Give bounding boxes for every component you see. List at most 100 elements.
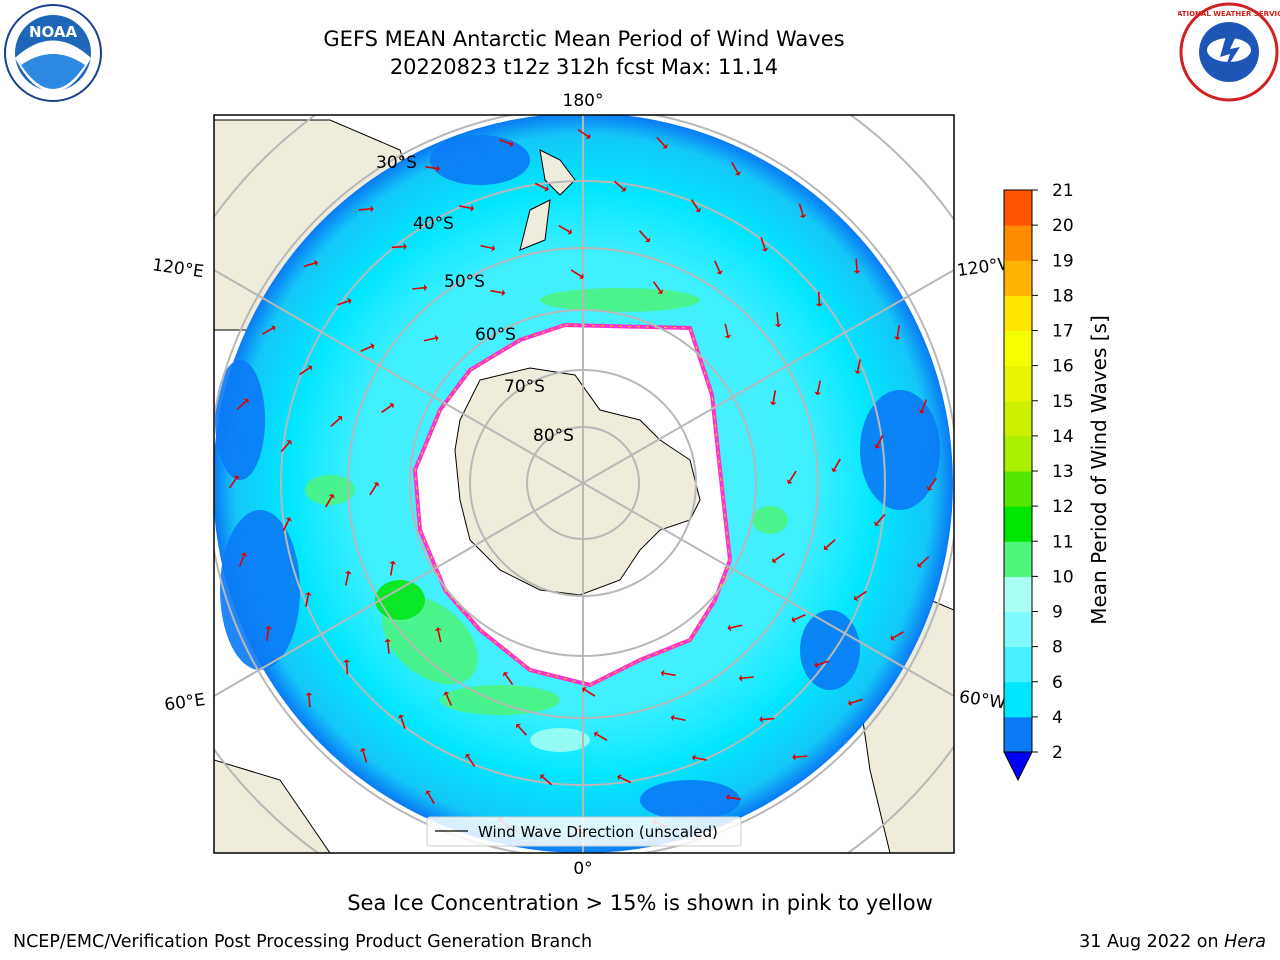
wind-wave-arrow [362, 750, 368, 763]
wind-wave-arrow [876, 513, 886, 524]
wind-wave-arrowhead [286, 440, 292, 445]
colorbar-tick-label: 2 [1052, 743, 1063, 763]
wind-wave-arrow [825, 539, 836, 549]
wind-wave-arrowhead [814, 391, 822, 396]
wind-wave-arrowhead [423, 284, 428, 292]
wind-wave-arrow [504, 674, 514, 685]
wind-wave-arrowhead [738, 674, 743, 682]
wind-wave-arrowhead [621, 186, 626, 192]
svg-text:NATIONAL WEATHER SERVICE: NATIONAL WEATHER SERVICE [1178, 10, 1280, 18]
colorbar-segment [1004, 716, 1032, 753]
wind-wave-arrowhead [831, 467, 838, 472]
africa-landmass [214, 759, 331, 853]
wind-wave-arrow [305, 594, 310, 607]
wind-wave-arrowhead [464, 753, 471, 759]
wind-wave-arrowhead [799, 214, 807, 218]
lat-label-70s: 70°S [504, 377, 545, 397]
wind-wave-arrow [381, 404, 392, 414]
lat-label-40s: 40°S [413, 214, 454, 234]
wind-wave-arrow [928, 477, 938, 489]
wind-wave-arrow [330, 417, 341, 427]
colorbar-segment [1004, 330, 1032, 367]
wind-wave-arrowhead [509, 140, 514, 148]
wind-wave-arrowhead [854, 370, 862, 375]
credit-date: 31 Aug 2022 on [1079, 932, 1225, 952]
colorbar-tick-label: 15 [1052, 392, 1074, 412]
wind-wave-arrow [577, 128, 589, 138]
wind-wave-arrowhead [370, 205, 374, 213]
wind-wave-arrowhead [769, 401, 777, 406]
wind-wave-arrow [358, 208, 371, 211]
wind-wave-arrow [228, 477, 238, 489]
colorbar-segment [1004, 506, 1032, 542]
wind-wave-arrow [776, 312, 780, 325]
wind-wave-arrow [534, 182, 547, 190]
wind-wave-arrow [794, 614, 806, 621]
wind-wave-arrow [236, 400, 247, 410]
wind-wave-arrowhead [265, 625, 273, 630]
wind-wave-arrowhead [853, 595, 859, 602]
wind-wave-arrow [265, 628, 270, 641]
lon-label-60w: 60°W [958, 687, 1007, 713]
colorbar-tick-label: 9 [1052, 603, 1063, 623]
low-period-zones [215, 135, 940, 820]
wind-wave-arrow [412, 286, 425, 290]
wind-wave-arrow [673, 716, 686, 722]
wind-wave-arrowhead [425, 790, 432, 795]
colorbar-segment [1004, 260, 1032, 296]
colorbar-label: Mean Period of Wind Waves [s] [1087, 315, 1111, 625]
svg-text:NOAA: NOAA [29, 23, 78, 41]
wind-wave-arrowhead [343, 659, 351, 663]
colorbar-segment [1004, 541, 1032, 577]
lon-label-180: 180° [563, 91, 604, 111]
wind-wave-arrow [238, 555, 245, 567]
colorbar-segment [1004, 365, 1032, 402]
wind-wave-arrowhead [389, 402, 394, 409]
wind-wave-arrowhead [874, 444, 881, 449]
wind-wave-arrow [613, 180, 624, 190]
wind-wave-arrowhead [725, 793, 730, 801]
colorbar-extend-arrow [1003, 751, 1033, 782]
colorbar-tick-label: 20 [1052, 216, 1074, 236]
wind-wave-arrow [303, 262, 316, 268]
wind-wave-arrow [369, 484, 378, 496]
colorbar: 2 4 6 8 9 10 11 12 13 14 15 16 17 18 19 20 21 [1003, 181, 1074, 782]
wind-wave-arrowhead [734, 171, 741, 176]
wind-wave-arrowhead [243, 398, 249, 404]
map-title: GEFS MEAN Antarctic Mean Period of Wind … [323, 27, 845, 51]
wind-wave-arrowhead [585, 133, 591, 140]
wind-wave-arrow [816, 380, 822, 393]
noaa-logo-icon: NOAA [4, 4, 102, 102]
wind-wave-arrowhead [491, 244, 496, 252]
lat-label-80s: 80°S [533, 426, 574, 446]
wind-wave-arrow [499, 138, 511, 145]
wind-wave-arrow [876, 434, 884, 447]
wind-wave-arrowhead [791, 616, 796, 623]
colorbar-tick-label: 4 [1052, 708, 1063, 728]
sea-ice-caption: Sea Ice Concentration > 15% is shown in … [347, 891, 933, 915]
wind-wave-arrowhead [926, 485, 933, 491]
wind-wave-arrow [855, 258, 858, 271]
wind-wave-arrowhead [582, 686, 587, 693]
wind-wave-arrowhead [347, 297, 352, 305]
wind-wave-arrow [400, 717, 406, 729]
wind-wave-arrow [694, 756, 707, 761]
wind-wave-arrowhead [918, 409, 926, 414]
wind-wave-arrowhead [434, 627, 442, 632]
colorbar-segment [1004, 681, 1032, 718]
wind-wave-arrow [663, 672, 676, 677]
lat-label-30s: 30°S [376, 153, 417, 173]
wind-wave-arrow [423, 337, 436, 342]
wind-wave-arrow [360, 345, 372, 352]
wind-wave-arrow [728, 796, 741, 801]
wind-wave-arrowhead [848, 699, 852, 707]
wind-wave-arrow [731, 162, 739, 174]
antarctica-landmass [454, 367, 701, 596]
wind-wave-arrow [798, 203, 804, 216]
wind-wave-arrow [919, 556, 930, 566]
wind-wave-arrowhead [579, 273, 584, 280]
wind-wave-arrow [490, 289, 503, 294]
colorbar-segment [1004, 225, 1032, 261]
wind-wave-arrowhead [691, 754, 696, 762]
wind-wave-arrow [850, 698, 863, 704]
